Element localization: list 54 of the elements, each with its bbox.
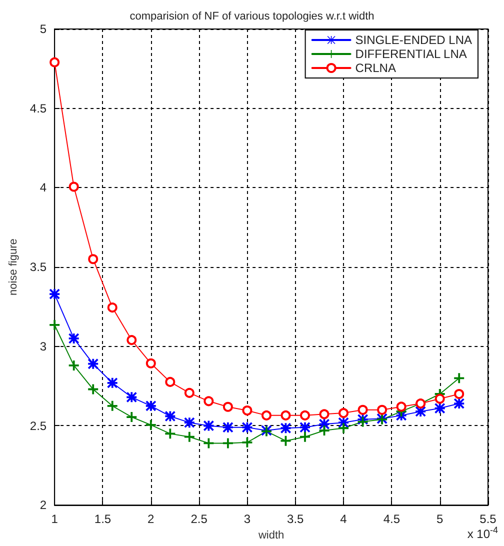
y-tick-label: 2	[40, 498, 47, 512]
point	[300, 432, 310, 442]
point	[146, 420, 156, 430]
y-tick-label: 3	[40, 339, 47, 354]
point	[358, 404, 368, 415]
point	[165, 428, 176, 439]
x-tick-label: 4	[340, 512, 348, 526]
point	[126, 412, 137, 422]
y-tick-label: 5	[40, 22, 47, 36]
point	[300, 410, 310, 420]
y-tick-label: 3.5	[30, 260, 47, 274]
chart-title: comparision of NF of various topologies w.r.t width	[130, 10, 374, 22]
x-axis-title: width	[257, 530, 284, 542]
point	[68, 360, 79, 370]
legend-label: DIFFERENTIAL LNA	[355, 47, 467, 61]
point	[107, 400, 118, 411]
point	[261, 410, 272, 420]
y-tick-label: 2.5	[30, 418, 47, 433]
point	[377, 404, 388, 415]
point	[68, 182, 79, 192]
point	[434, 394, 445, 404]
legend-label: SINGLE-ENDED LNA	[355, 33, 472, 47]
x-tick-label: 2	[148, 512, 155, 526]
point	[338, 408, 349, 418]
x-tick-label: 4.5	[383, 512, 400, 526]
point	[454, 373, 464, 384]
point	[396, 402, 406, 412]
x-tick-label: 5.5	[480, 512, 497, 526]
point	[165, 376, 176, 387]
point	[107, 302, 118, 313]
point	[50, 320, 60, 330]
x-tick-label: 1.5	[94, 512, 112, 526]
x-tick-label: 1	[51, 512, 58, 526]
point	[242, 406, 252, 416]
point	[454, 389, 464, 400]
x-tick-label: 5	[436, 512, 444, 526]
point	[184, 388, 194, 398]
point	[184, 432, 194, 442]
legend-label: CRLNA	[355, 61, 396, 75]
point	[50, 57, 60, 68]
point	[88, 254, 98, 264]
point	[204, 396, 214, 406]
point	[280, 410, 291, 420]
x-tick-label: 2.5	[190, 512, 208, 526]
y-tick-label: 4.5	[30, 101, 47, 116]
y-axis-title: noise figure	[8, 238, 20, 296]
point	[126, 335, 137, 346]
point	[319, 409, 330, 420]
point	[146, 358, 156, 368]
point	[338, 423, 349, 434]
x-tick-label: 3.5	[287, 512, 304, 526]
x-tick-label: 3	[244, 512, 251, 526]
point	[222, 402, 233, 412]
y-tick-label: 4	[40, 180, 47, 195]
